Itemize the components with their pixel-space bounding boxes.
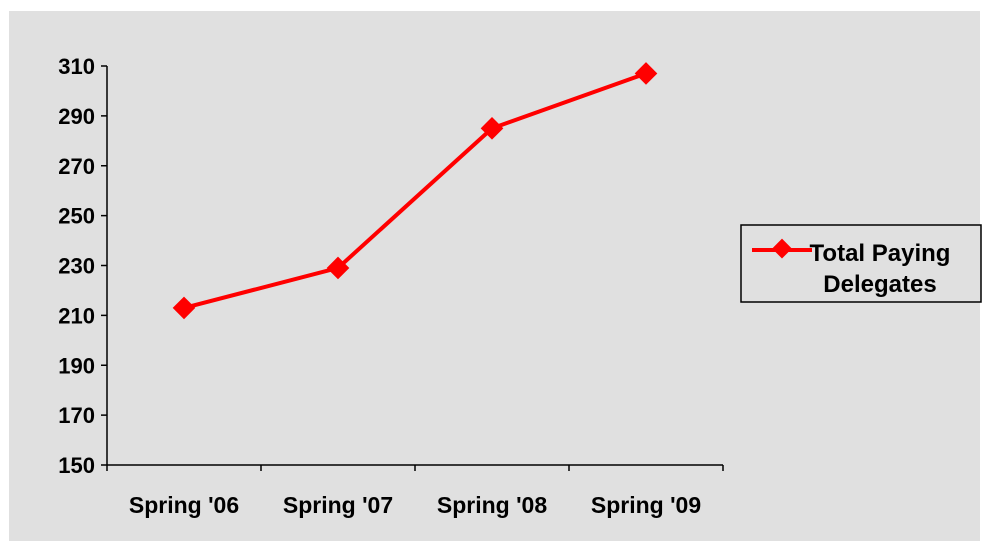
y-tick-label: 230 xyxy=(58,254,95,279)
legend: Total Paying Delegates xyxy=(740,224,982,303)
y-tick-label: 170 xyxy=(58,403,95,428)
x-tick-label: Spring '08 xyxy=(437,492,547,518)
y-tick-label: 210 xyxy=(58,303,95,328)
x-tick-label: Spring '07 xyxy=(283,492,393,518)
y-tick-label: 310 xyxy=(58,54,95,79)
legend-box xyxy=(740,224,982,303)
y-tick-label: 190 xyxy=(58,353,95,378)
y-tick-label: 250 xyxy=(58,204,95,229)
data-point-marker xyxy=(634,62,658,85)
legend-label-line-1: Total Paying xyxy=(810,240,951,267)
legend-label-line-2: Delegates xyxy=(823,271,936,298)
x-tick-label: Spring '09 xyxy=(591,492,701,518)
x-tick-label: Spring '06 xyxy=(129,492,239,518)
y-tick-label: 270 xyxy=(58,154,95,179)
x-axis: Spring '06 Spring '07 Spring '08 Spring '09 xyxy=(106,464,724,518)
y-tick-label: 290 xyxy=(58,104,95,129)
data-point-marker xyxy=(326,256,350,280)
y-tick-label: 150 xyxy=(58,453,95,478)
y-axis: 150 170 190 210 230 250 270 290 310 xyxy=(58,54,108,478)
series-line xyxy=(183,71,647,310)
